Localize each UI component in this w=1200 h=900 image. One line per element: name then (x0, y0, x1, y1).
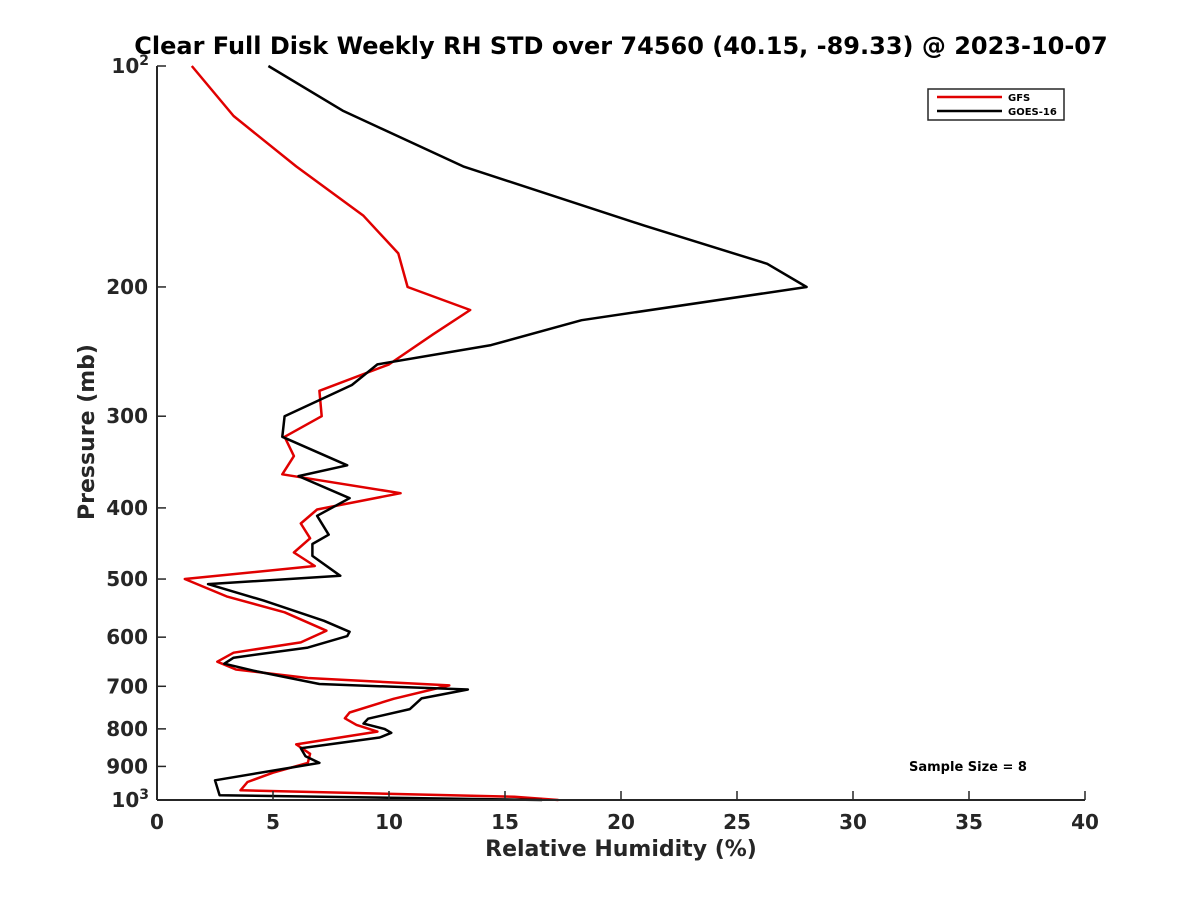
legend-box (927, 88, 1065, 121)
y-tick-label: 600 (106, 625, 148, 649)
series-lines (183, 64, 808, 802)
y-tick-label: 500 (106, 567, 148, 591)
y-tick-label: 900 (106, 754, 148, 778)
y-tick-label: 300 (106, 404, 148, 428)
x-tick-label: 0 (150, 810, 164, 834)
legend: GFS GOES-16 (927, 88, 1065, 121)
series-line-goes-16 (206, 64, 808, 802)
x-tick-label: 35 (955, 810, 983, 834)
legend-label-gfs: GFS (1008, 93, 1030, 104)
y-axis-label: Pressure (mb) (75, 344, 100, 520)
x-tick-label: 40 (1071, 810, 1099, 834)
y-tick-label: 800 (106, 717, 148, 741)
y-tick-label: 102 (111, 53, 149, 78)
axes: 0 5 10 15 20 25 30 35 40 200 300 400 500 600 700 800 900… (106, 53, 1099, 834)
legend-label-goes16: GOES-16 (1008, 107, 1057, 118)
x-tick-label: 10 (375, 810, 403, 834)
y-tick-label: 400 (106, 496, 148, 520)
y-tick-label: 103 (111, 787, 149, 812)
y-tick-label: 700 (106, 674, 148, 698)
sample-size-annotation: Sample Size = 8 (909, 760, 1027, 775)
y-tick-label: 200 (106, 275, 148, 299)
x-tick-label: 5 (266, 810, 280, 834)
x-tick-label: 25 (723, 810, 751, 834)
x-axis-label: Relative Humidity (%) (485, 837, 757, 862)
series-line-gfs (183, 65, 559, 802)
x-tick-label: 15 (491, 810, 519, 834)
x-tick-label: 30 (839, 810, 867, 834)
x-tick-label: 20 (607, 810, 635, 834)
chart-title: Clear Full Disk Weekly RH STD over 74560… (134, 32, 1107, 60)
